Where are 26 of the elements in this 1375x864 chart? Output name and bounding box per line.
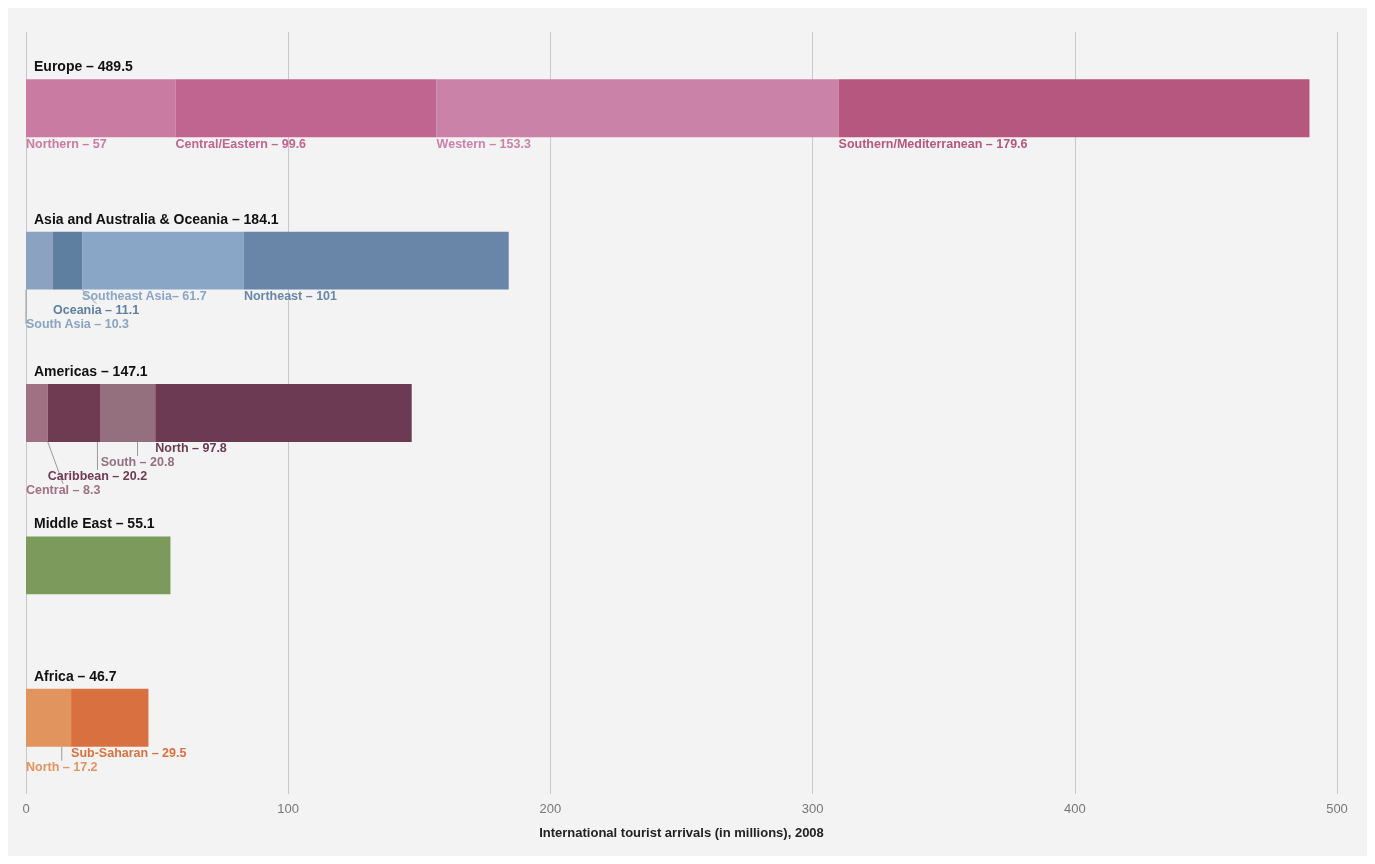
text: Northeast – 101 [243,289,337,304]
x-tick-label: 200 [539,801,562,816]
y-tick-label: Middle East – 55.1 [34,515,155,532]
text: Oceania – 11.1 [53,303,140,318]
text: Southern/Mediterranean – 179.6 [838,136,1028,151]
text: Central – 8.3 [26,483,101,498]
x-tick-label: 0 [22,801,30,816]
text: Caribbean – 20.2 [47,469,148,484]
y-tick-label: Americas – 147.1 [34,363,148,380]
x-tick-label: 300 [801,801,824,816]
text: Western – 153.3 [436,136,531,151]
x-axis-title: International tourist arrivals (in millions), 2008 [539,825,824,840]
y-tick-label: Asia and Australia & Oceania – 184.1 [34,210,279,227]
x-tick-label: 100 [277,801,300,816]
y-tick-label: Africa – 46.7 [34,667,117,684]
text: South – 20.8 [100,455,175,470]
text: Southeast Asia– 61.7 [82,289,207,304]
text: South Asia – 10.3 [26,317,130,332]
x-tick-label: 500 [1326,801,1348,816]
text: Northern – 57 [26,136,107,151]
text: Sub-Saharan – 29.5 [71,746,187,761]
text: North – 97.8 [155,441,227,456]
text: North – 17.2 [26,760,98,775]
x-tick-label: 400 [1063,801,1086,816]
y-tick-label: Europe – 489.5 [34,58,134,75]
text: Central/Eastern – 99.6 [175,136,307,151]
